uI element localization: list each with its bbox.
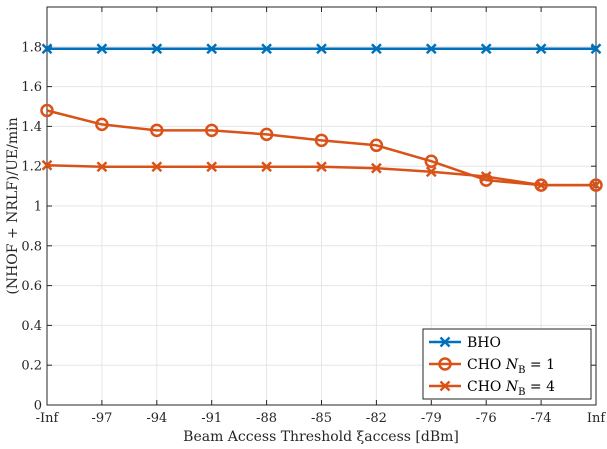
marker-stroke [206, 161, 218, 173]
data-point [314, 133, 329, 148]
data-point [479, 173, 493, 187]
data-point [40, 103, 54, 118]
marker-stroke [425, 166, 437, 178]
data-point [371, 43, 382, 55]
y-tick-label: 1.8 [21, 40, 42, 55]
data-point [590, 43, 602, 55]
data-point [206, 43, 218, 55]
marker-stroke [96, 161, 108, 173]
y-tick-label: 0 [34, 399, 42, 414]
legend: BHO CHO NB = 1 CHO NB = 4 [422, 328, 592, 400]
data-point [439, 336, 451, 348]
marker-stroke [96, 43, 108, 55]
y-tick-label: 0.4 [21, 319, 42, 334]
marker-stroke [590, 179, 602, 191]
series-line [46, 109, 596, 187]
y-tick-label: 1.4 [21, 120, 42, 135]
x-tick-label: -74 [531, 411, 552, 426]
data-point [151, 161, 163, 173]
marker-stroke [535, 43, 547, 55]
marker-stroke [535, 179, 547, 191]
marker-stroke [261, 43, 272, 55]
data-point [316, 43, 327, 55]
data-point [204, 123, 219, 138]
marker-stroke [151, 161, 163, 173]
marker-stroke [439, 380, 451, 392]
data-point [316, 161, 327, 173]
data-point [535, 179, 547, 191]
x-tick-label: -76 [476, 411, 497, 426]
data-point [590, 179, 602, 191]
data-point [96, 161, 108, 173]
marker-stroke [316, 161, 327, 173]
y-tick-label: 1.2 [21, 160, 42, 175]
axes [46, 6, 597, 406]
data-point [480, 43, 492, 55]
marker-stroke [206, 43, 218, 55]
series-group [40, 43, 603, 192]
x-tick-label: -94 [146, 411, 167, 426]
data-point [261, 43, 272, 55]
data-point [95, 117, 109, 132]
data-point [438, 357, 452, 371]
data-point [41, 159, 53, 171]
legend-entry: CHO NB = 4 [429, 379, 555, 398]
marker-stroke [480, 43, 492, 55]
marker-stroke [371, 162, 382, 174]
legend-entry: CHO NB = 1 [429, 357, 555, 376]
data-point [425, 166, 437, 178]
marker-stroke [41, 159, 53, 171]
series-3 [41, 159, 602, 191]
data-point [535, 43, 547, 55]
x-tick-label: -82 [366, 411, 387, 426]
marker-stroke [590, 43, 602, 55]
data-point [151, 43, 163, 55]
legend-label: CHO NB = 4 [467, 379, 555, 398]
marker-stroke [371, 43, 382, 55]
data-point [439, 380, 451, 392]
legend-entry: BHO [429, 335, 501, 351]
marker-stroke [41, 43, 53, 55]
marker-stroke [316, 43, 327, 55]
legend-label: BHO [467, 335, 501, 351]
x-axis-label: Beam Access Threshold ξaccess [dBm] [183, 429, 459, 445]
marker-stroke [439, 336, 451, 348]
data-point [371, 162, 382, 174]
x-tick-label: -97 [91, 411, 112, 426]
marker-stroke [151, 43, 163, 55]
data-point [480, 171, 492, 182]
y-tick-label: 0.8 [21, 239, 42, 254]
data-point [41, 43, 53, 55]
x-tick-label: -79 [421, 411, 442, 426]
legend-label: CHO NB = 1 [467, 357, 555, 376]
x-tick-label: -85 [311, 411, 332, 426]
marker-stroke [261, 161, 272, 173]
x-tick-labels: -Inf -97 -94 -91 -88 -85 -82 -79 -76 -74 Inf [36, 411, 607, 426]
data-point [150, 123, 164, 138]
data-point [206, 161, 218, 173]
data-point [96, 43, 108, 55]
data-point [424, 154, 439, 168]
x-tick-label: Inf [587, 411, 607, 426]
series-1 [41, 43, 602, 55]
y-axis-label: (NHOF + NRLF)/UE/min [5, 117, 21, 294]
x-tick-label: -Inf [36, 411, 60, 426]
marker-stroke [480, 171, 492, 182]
data-point [369, 138, 384, 153]
y-tick-labels: 0 0.2 0.4 0.6 0.8 1 1.2 1.4 1.6 1.8 [21, 40, 42, 413]
data-point [425, 43, 437, 55]
data-point [259, 127, 274, 142]
marker-stroke [425, 43, 437, 55]
data-point [261, 161, 272, 173]
x-tick-label: -88 [256, 411, 277, 426]
y-tick-label: 1.6 [21, 80, 42, 95]
y-tick-label: 1 [34, 200, 42, 215]
y-tick-label: 0.2 [21, 359, 42, 374]
y-tick-label: 0.6 [21, 279, 42, 294]
x-tick-label: -91 [201, 411, 222, 426]
